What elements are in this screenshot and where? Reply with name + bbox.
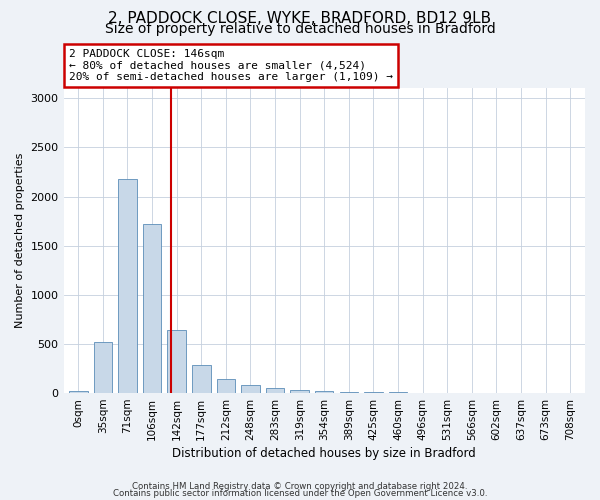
Bar [266,388,284,393]
Bar [315,391,334,393]
Text: Contains public sector information licensed under the Open Government Licence v3: Contains public sector information licen… [113,489,487,498]
Y-axis label: Number of detached properties: Number of detached properties [15,153,25,328]
Bar [192,364,211,393]
Text: Contains HM Land Registry data © Crown copyright and database right 2024.: Contains HM Land Registry data © Crown c… [132,482,468,491]
Bar [143,224,161,393]
Bar [217,379,235,393]
Bar [69,390,88,393]
Bar [167,330,186,393]
Bar [290,390,309,393]
Bar [241,384,260,393]
Bar [389,392,407,393]
X-axis label: Distribution of detached houses by size in Bradford: Distribution of detached houses by size … [172,447,476,460]
Bar [340,392,358,393]
Bar [118,179,137,393]
Text: 2 PADDOCK CLOSE: 146sqm
← 80% of detached houses are smaller (4,524)
20% of semi: 2 PADDOCK CLOSE: 146sqm ← 80% of detache… [69,49,393,82]
Bar [364,392,383,393]
Text: Size of property relative to detached houses in Bradford: Size of property relative to detached ho… [104,22,496,36]
Text: 2, PADDOCK CLOSE, WYKE, BRADFORD, BD12 9LB: 2, PADDOCK CLOSE, WYKE, BRADFORD, BD12 9… [109,11,491,26]
Bar [94,342,112,393]
